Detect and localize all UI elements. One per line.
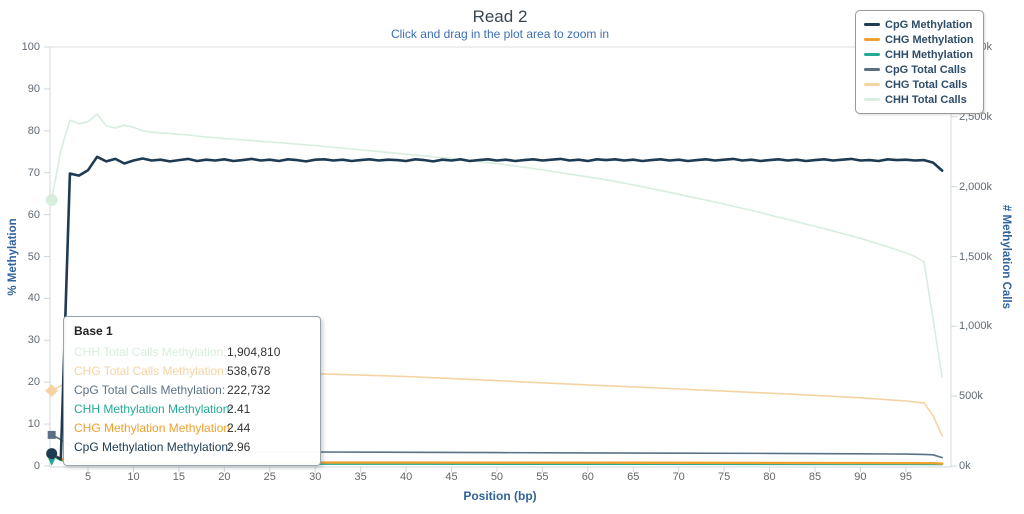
tooltip-row-value: 2.41 <box>227 402 251 416</box>
x-tick-label: 95 <box>899 471 912 483</box>
y-tick-label-left: 40 <box>27 292 40 305</box>
tooltip-row-label: CHG Total Calls Methylation: <box>74 364 228 378</box>
tooltip-row: CHH Methylation Methylation: 2.41 <box>74 400 310 419</box>
x-tick-label: 25 <box>263 471 276 483</box>
y-tick-label-right: 1,500k <box>959 250 993 263</box>
x-tick-label: 65 <box>627 471 640 483</box>
x-tick-label: 80 <box>763 471 776 483</box>
x-tick-label: 10 <box>127 471 140 483</box>
hover-marker-cpg-methylation <box>46 448 58 460</box>
y-tick-label-left: 10 <box>27 418 40 431</box>
x-tick-label: 50 <box>490 471 504 483</box>
legend-swatch <box>864 98 880 101</box>
legend-item-label: CpG Total Calls <box>885 63 967 76</box>
hover-marker-cpg-total-calls <box>47 430 56 439</box>
tooltip-row: CHG Methylation Methylation: 2.44 <box>74 419 310 438</box>
y-tick-label-right: 1,000k <box>959 320 993 333</box>
tooltip-row-label: CHG Methylation Methylation: <box>74 421 234 435</box>
y-tick-label-left: 70 <box>27 166 40 179</box>
legend-item-chg-methylation[interactable]: CHG Methylation <box>864 32 974 47</box>
x-tick-label: 40 <box>399 471 413 483</box>
x-tick-label: 20 <box>218 471 231 483</box>
y-tick-label-left: 50 <box>27 250 40 263</box>
hover-marker-chg-total-calls <box>45 384 59 398</box>
tooltip-row: CpG Total Calls Methylation: 222,732 <box>74 381 310 400</box>
y-tick-label-left: 30 <box>27 334 40 347</box>
legend-item-label: CpG Methylation <box>885 18 973 31</box>
series-line-cpg-methylation <box>50 155 944 461</box>
legend-item-label: CHG Methylation <box>885 33 974 46</box>
tooltip-row-value: 2.96 <box>227 440 251 454</box>
x-tick-label: 85 <box>808 471 822 483</box>
tooltip: Base 1 CHH Total Calls Methylation: 1,904… <box>63 316 321 466</box>
y-tick-label-right: 500k <box>959 390 983 403</box>
y-tick-label-right: 0k <box>959 460 971 472</box>
tooltip-row-value: 222,732 <box>227 383 271 397</box>
tooltip-row-label: CHH Total Calls Methylation: <box>74 345 227 359</box>
legend-item-label: CHH Total Calls <box>885 93 967 106</box>
legend-item-label: CHG Total Calls <box>885 78 968 91</box>
tooltip-row-value: 2.44 <box>227 421 251 435</box>
x-tick-label: 70 <box>672 471 685 483</box>
tooltip-row-label: CpG Methylation Methylation: <box>74 440 232 454</box>
y-tick-label-left: 20 <box>27 376 40 389</box>
tooltip-row-label: CpG Total Calls Methylation: <box>74 383 226 397</box>
x-axis-title: Position (bp) <box>463 489 537 503</box>
x-tick-label: 35 <box>354 471 367 483</box>
legend-swatch <box>864 83 880 86</box>
legend-swatch <box>864 68 880 71</box>
x-tick-label: 5 <box>84 471 92 483</box>
x-tick-label: 60 <box>581 471 594 483</box>
hover-marker-chh-total-calls <box>45 193 58 206</box>
tooltip-row: CHH Total Calls Methylation: 1,904,810 <box>74 343 310 362</box>
legend-swatch <box>864 38 880 41</box>
y-tick-label-left: 60 <box>27 208 40 221</box>
tooltip-row: CHG Total Calls Methylation: 538,678 <box>74 362 310 381</box>
legend-item-cpg-total-calls[interactable]: CpG Total Calls <box>864 62 974 77</box>
legend-swatch <box>864 53 880 56</box>
legend: CpG Methylation CHG Methylation CHH Methyl… <box>855 10 984 114</box>
y-tick-label-right: 2,000k <box>959 180 993 193</box>
legend-item-label: CHH Methylation <box>885 48 973 61</box>
x-tick-label: 45 <box>445 471 458 483</box>
x-tick-label: 90 <box>854 471 867 483</box>
legend-item-chh-methylation[interactable]: CHH Methylation <box>864 47 974 62</box>
legend-item-chh-total-calls[interactable]: CHH Total Calls <box>864 92 974 107</box>
x-tick-label: 75 <box>718 471 731 483</box>
legend-swatch <box>864 23 880 26</box>
x-tick-label: 30 <box>309 471 322 483</box>
x-tick-label: 15 <box>172 471 186 483</box>
tooltip-row: CpG Methylation Methylation: 2.96 <box>74 438 310 457</box>
chart-title: Read 2 <box>472 7 528 26</box>
x-tick-label: 55 <box>536 471 549 483</box>
tooltip-header: Base 1 <box>74 324 113 338</box>
tooltip-row-label: CHH Methylation Methylation: <box>74 402 233 416</box>
y-tick-label-left: 0 <box>33 460 40 472</box>
y-tick-label-left: 90 <box>27 82 40 95</box>
legend-item-chg-total-calls[interactable]: CHG Total Calls <box>864 77 974 92</box>
series-line-chh-total-calls <box>50 113 944 379</box>
y-tick-label-left: 80 <box>27 124 40 137</box>
tooltip-rows: CHH Total Calls Methylation: 1,904,810 CHG… <box>74 343 310 457</box>
legend-item-cpg-methylation[interactable]: CpG Methylation <box>864 17 974 32</box>
y-tick-label-left: 100 <box>21 41 40 53</box>
tooltip-row-value: 538,678 <box>227 364 271 378</box>
tooltip-row-value: 1,904,810 <box>227 345 281 359</box>
chart-subtitle: Click and drag in the plot area to zoom … <box>390 27 610 41</box>
hover-marker-chh-methylation <box>48 458 56 466</box>
